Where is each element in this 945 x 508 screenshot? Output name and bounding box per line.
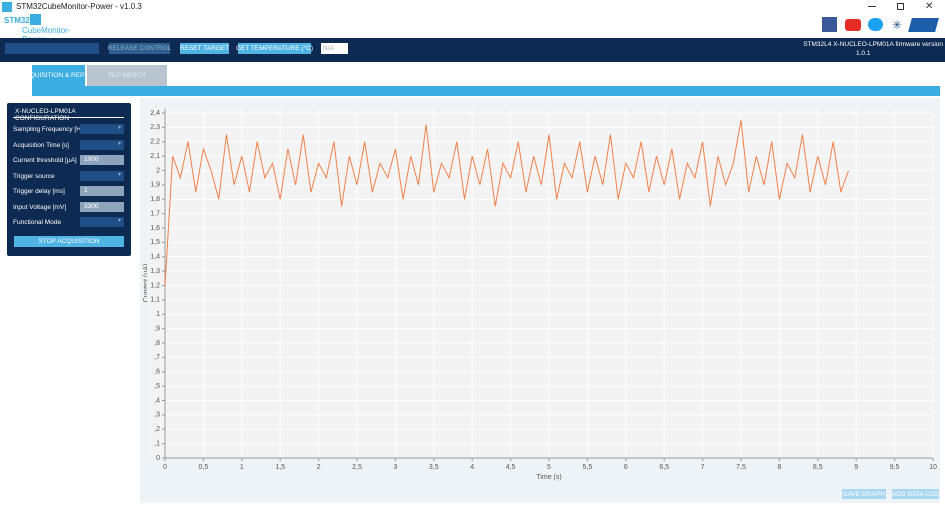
y-tick-label: 1,4 bbox=[150, 254, 160, 261]
logo-cube bbox=[30, 14, 41, 25]
reset-target[interactable]: RESET TARGET bbox=[179, 43, 230, 54]
x-tick-label: 3,5 bbox=[429, 464, 439, 471]
release-control[interactable]: RELEASE CONTROL bbox=[107, 43, 172, 54]
window-title: STM32CubeMonitor-Power - v1.0.3 bbox=[16, 2, 142, 11]
config-title-rule bbox=[13, 117, 124, 118]
config-panel: X-NUCLEO-LPM01A CONFIGURATION STOP ACQUI… bbox=[7, 103, 131, 256]
twitter-icon[interactable] bbox=[868, 18, 883, 31]
app-icon bbox=[2, 2, 12, 12]
current-trace bbox=[164, 120, 849, 286]
temperature-value: N/A bbox=[321, 43, 348, 54]
x-tick-label: 6 bbox=[624, 464, 628, 471]
x-tick-label: 10 bbox=[929, 464, 937, 471]
config-title: X-NUCLEO-LPM01A CONFIGURATION bbox=[15, 108, 76, 122]
maximize[interactable] bbox=[897, 3, 904, 10]
close[interactable]: ✕ bbox=[925, 1, 934, 12]
chart: Current (µA) Time (s) 0 ,1 ,2 ,3 ,4 ,5 ,6 ,7 ,8,… bbox=[143, 106, 937, 481]
y-tick-label: 2,4 bbox=[150, 110, 160, 117]
logo: STM32 CubeMonitor-Power bbox=[4, 14, 74, 44]
get-temperature[interactable]: GET TEMPERATURE (°C) bbox=[236, 43, 313, 54]
y-tick-label: 1,6 bbox=[150, 225, 160, 232]
field-input[interactable]: 3300 bbox=[80, 201, 124, 212]
y-tick-label: 2,2 bbox=[150, 139, 160, 146]
title-bar: STM32CubeMonitor-Power - v1.0.3 ✕ bbox=[0, 0, 945, 14]
y-tick-label: ,4 bbox=[154, 397, 160, 404]
x-tick-label: 9,5 bbox=[890, 464, 900, 471]
firmware-line2: 1.0.1 bbox=[856, 50, 871, 57]
x-tick-label: 7,5 bbox=[736, 464, 746, 471]
y-tick-label: 1,8 bbox=[150, 196, 160, 203]
st-logo[interactable] bbox=[908, 18, 939, 32]
y-tick-label: ,2 bbox=[154, 426, 160, 433]
x-tick-label: 0 bbox=[163, 464, 167, 471]
facebook-icon[interactable] bbox=[822, 17, 837, 32]
share-icon[interactable]: ✳ bbox=[892, 18, 903, 32]
x-axis-label: Time (s) bbox=[536, 474, 561, 481]
field-select[interactable]: ▾ bbox=[80, 217, 124, 227]
port-select[interactable] bbox=[5, 43, 99, 54]
y-tick-label: 1,7 bbox=[150, 210, 160, 217]
y-tick-label: ,7 bbox=[154, 354, 160, 361]
tab-active[interactable]: ACQUISITION & REPLAY bbox=[21, 65, 96, 86]
y-axis-label: Current (µA) bbox=[143, 264, 150, 303]
field-select[interactable]: ▾ bbox=[80, 124, 124, 134]
y-tick-label: 2,3 bbox=[150, 124, 160, 131]
x-tick-label: 3 bbox=[393, 464, 397, 471]
save-graph[interactable]: SAVE GRAPH bbox=[842, 489, 886, 499]
y-tick-label: 2,1 bbox=[150, 153, 160, 160]
logo-line1: STM32 bbox=[4, 16, 30, 25]
y-tick-label: 1 bbox=[156, 311, 160, 318]
y-tick-label: 1,9 bbox=[150, 182, 160, 189]
y-tick-label: ,3 bbox=[154, 412, 160, 419]
y-tick-label: 1,5 bbox=[150, 239, 160, 246]
y-tick-label: ,8 bbox=[154, 340, 160, 347]
y-tick-label: 1,3 bbox=[150, 268, 160, 275]
field-input[interactable]: 1000 bbox=[80, 155, 124, 165]
tab[interactable]: DLP BENCH bbox=[87, 65, 167, 86]
tab-strip bbox=[32, 86, 940, 96]
x-tick-label: 2 bbox=[317, 464, 321, 471]
x-tick-label: 4 bbox=[470, 464, 474, 471]
plot-background bbox=[147, 106, 937, 458]
y-tick-label: ,5 bbox=[154, 383, 160, 390]
y-tick-label: 0 bbox=[156, 455, 160, 462]
y-tick-label: 2 bbox=[156, 167, 160, 174]
x-tick-label: 9 bbox=[854, 464, 858, 471]
x-tick-label: 5 bbox=[547, 464, 551, 471]
x-tick-label: 7 bbox=[701, 464, 705, 471]
field-label: Acquisition Time [s] bbox=[13, 141, 69, 149]
x-tick-label: 5,5 bbox=[583, 464, 593, 471]
y-tick-label: ,6 bbox=[154, 369, 160, 376]
x-tick-label: 4,5 bbox=[506, 464, 516, 471]
x-tick-label: 0,5 bbox=[199, 464, 209, 471]
toolbar: RELEASE CONTROL RESET TARGET GET TEMPERA… bbox=[0, 38, 945, 62]
youtube-icon[interactable] bbox=[845, 19, 861, 31]
x-tick-label: 8,5 bbox=[813, 464, 823, 471]
y-tick-label: 1,2 bbox=[150, 282, 160, 289]
minimize[interactable] bbox=[868, 6, 876, 7]
x-tick-label: 1 bbox=[240, 464, 244, 471]
y-tick-label: ,9 bbox=[154, 325, 160, 332]
y-tick-label: 1,1 bbox=[150, 297, 160, 304]
x-tick-label: 2,5 bbox=[352, 464, 362, 471]
field-label: Current threshold [µA] bbox=[13, 157, 77, 164]
field-label: Trigger source bbox=[13, 172, 55, 180]
x-tick-label: 1,5 bbox=[275, 464, 285, 471]
y-tick-label: ,1 bbox=[154, 440, 160, 447]
field-input[interactable]: 1 bbox=[80, 186, 124, 196]
field-label: Trigger delay [ms] bbox=[13, 188, 65, 195]
field-label: Sampling Frequency [Hz] bbox=[13, 126, 86, 133]
x-tick-label: 8 bbox=[777, 464, 781, 471]
field-select[interactable]: ▾ bbox=[80, 170, 124, 181]
stop-acquisition[interactable]: STOP ACQUISITION bbox=[14, 236, 124, 247]
field-label: Input Voltage [mV] bbox=[13, 203, 67, 211]
firmware-line1: STM32L4 X-NUCLEO-LPM01A firmware version bbox=[803, 41, 943, 48]
x-tick-label: 6,5 bbox=[659, 464, 669, 471]
field-label: Functional Mode bbox=[13, 219, 62, 226]
field-select[interactable]: ▾ bbox=[80, 139, 124, 150]
add-data-log[interactable]: ADD DATA LOG bbox=[891, 489, 940, 499]
